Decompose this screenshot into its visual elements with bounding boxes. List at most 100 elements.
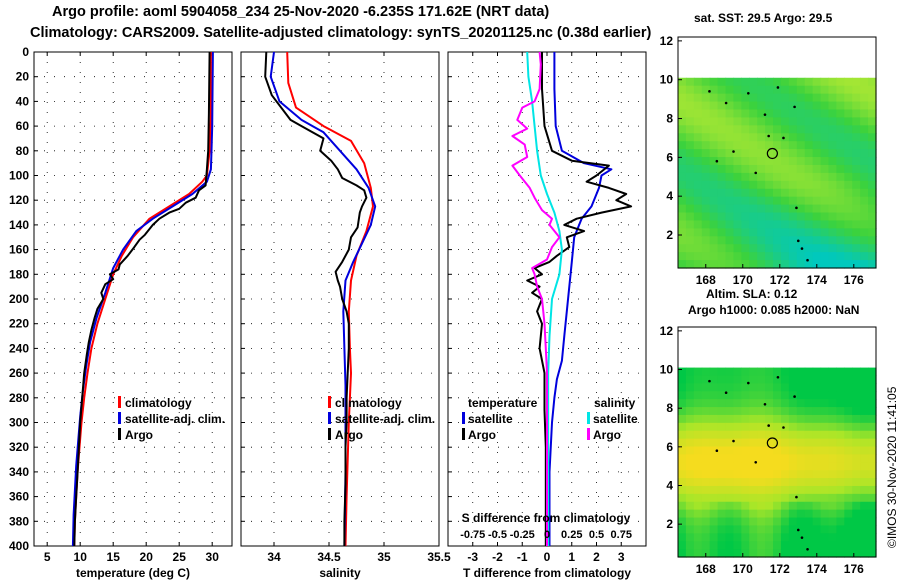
series-line-argo [264,51,368,546]
secondary-axis-label: S difference from climatology [462,511,631,525]
secondary-tick-label: 0.75 [611,529,632,541]
y-tick-label: 300 [9,416,29,430]
island-marker [782,426,785,429]
legend-heading: temperature [468,396,538,410]
y-tick-label: 380 [9,514,29,528]
island-marker [715,159,719,163]
island-marker [782,136,785,140]
legend-swatch [587,428,590,440]
y-tick-label: 120 [9,193,29,207]
x-tick-label: -1 [517,550,528,564]
island-marker [806,258,809,262]
island-marker [793,395,796,398]
series-line-satellite-adj-clim- [71,51,214,547]
map-y-tick-label: 8 [666,112,673,126]
legend-heading: salinity [594,396,636,410]
island-marker [793,105,796,109]
legend-swatch [328,412,331,424]
map-y-tick-label: 4 [666,189,673,203]
x-tick-label: 3 [618,550,625,564]
legend-swatch [462,428,465,440]
y-tick-label: 280 [9,391,29,405]
legend-swatch [118,428,121,440]
sla-heatmap-cells [678,367,877,558]
y-tick-label: 180 [9,267,29,281]
x-axis-label: T difference from climatology [463,566,631,580]
y-tick-label: 260 [9,366,29,380]
y-tick-label: 220 [9,317,29,331]
island-marker [796,239,800,243]
map-y-tick-label: 2 [666,517,673,531]
y-tick-label: 360 [9,490,29,504]
map-x-tick-label: 168 [696,273,716,287]
island-marker [708,379,711,383]
y-tick-label: 60 [16,119,30,133]
map-x-tick-label: 172 [770,562,790,576]
x-tick-label: 20 [140,550,154,564]
map-x-tick-label: 174 [807,273,827,287]
sla-map-title-line-2: Argo h1000: 0.085 h2000: NaN [688,303,860,317]
map-x-tick-label: 176 [844,273,864,287]
island-marker [715,449,719,452]
x-tick-label: 30 [206,550,220,564]
island-marker [776,86,780,89]
island-marker [767,424,770,427]
legend-label: satellite-adj. clim. [335,412,435,426]
map-y-tick-label: 2 [666,228,673,242]
legend-label: Argo [593,428,621,442]
x-tick-label: 5 [44,550,51,564]
legend-label: satellite [468,412,513,426]
legend-label: climatology [125,396,192,410]
island-marker [708,90,711,93]
y-tick-label: 0 [22,45,29,59]
map-y-tick-label: 10 [660,73,674,87]
x-tick-label: 34.5 [317,550,341,564]
series-line-temperature-satellite [548,52,613,546]
island-marker [767,134,770,138]
island-marker [747,381,750,385]
island-marker [776,375,780,379]
secondary-tick-label: 0.5 [589,529,604,541]
series-line-salinity-satellite [526,51,563,546]
x-tick-label: 10 [74,550,88,564]
x-axis-label: temperature (deg C) [76,566,190,580]
island-marker [724,391,728,395]
sla-map-frame [677,326,877,558]
island-marker [795,495,798,499]
x-tick-label: 15 [107,550,121,564]
y-tick-label: 200 [9,292,29,306]
secondary-tick-label: 0 [544,529,550,541]
secondary-tick-label: 0.25 [561,529,582,541]
island-marker [732,150,735,153]
x-tick-label: 34 [267,550,281,564]
y-tick-label: 160 [9,243,29,257]
map-y-tick-label: 10 [660,363,674,377]
x-tick-label: 35 [377,550,391,564]
plot-frame-temperature [33,51,233,547]
map-y-tick-label: 12 [660,324,674,338]
island-marker [754,171,758,175]
series-line-salinity-argo [511,51,561,546]
y-tick-label: 320 [9,440,29,454]
island-marker [800,247,804,250]
map-x-tick-label: 168 [696,562,716,576]
y-tick-label: 240 [9,341,29,355]
x-tick-label: 1 [568,550,575,564]
x-axis-label: salinity [319,566,361,580]
sst-map-title: sat. SST: 29.5 Argo: 29.5 [694,11,833,25]
x-tick-label: 0 [544,550,551,564]
series-line-argo [73,51,211,547]
sla-map-title-line-1: Altim. SLA: 0.12 [706,287,798,301]
island-marker [795,206,798,210]
secondary-tick-label: -0.25 [510,529,535,541]
legend-swatch [328,428,331,440]
island-marker [806,547,809,551]
y-tick-label: 140 [9,218,29,232]
island-marker [754,460,758,464]
map-y-tick-label: 4 [666,478,673,492]
y-tick-label: 80 [16,144,30,158]
y-tick-label: 40 [16,94,30,108]
map-y-tick-label: 12 [660,34,674,48]
x-tick-label: 2 [593,550,600,564]
